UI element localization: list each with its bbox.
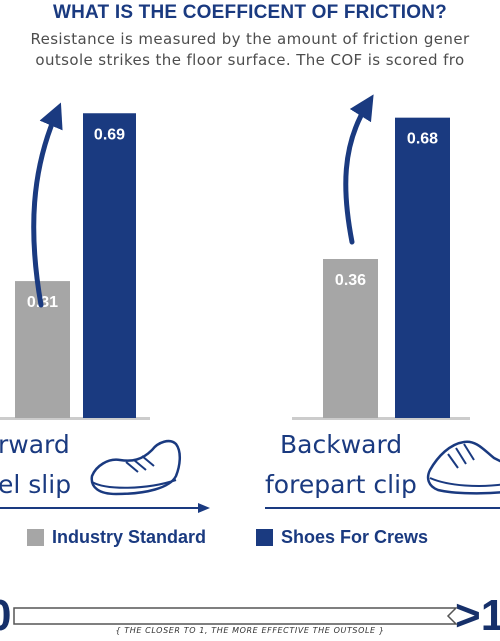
curved-arrow-icon	[31, 102, 63, 308]
scale-end-label: >1	[455, 591, 500, 640]
legend-swatch-crews	[256, 528, 273, 546]
category-underline-arrow	[0, 503, 500, 513]
sneaker-icon	[90, 439, 181, 496]
legend-label-crews: Shoes For Crews	[281, 526, 429, 547]
data-label: 0.69	[94, 126, 125, 143]
legend-industry-standard: Industry Standard	[27, 526, 206, 548]
scale-bar	[13, 607, 458, 625]
curved-arrow-icon	[343, 94, 374, 245]
data-label: 0.68	[407, 131, 438, 148]
legend-shoes-for-crews: Shoes For Crews	[256, 526, 428, 548]
bar-baseline	[0, 417, 150, 420]
legend-label-industry: Industry Standard	[52, 526, 207, 547]
subtitle-line-1: Resistance is measured by the amount of …	[30, 30, 470, 48]
category-label-right-2: forepart clip	[265, 470, 417, 499]
scale-note: { THE CLOSER TO 1, THE MORE EFFECTIVE TH…	[115, 626, 385, 635]
bar-crews-1	[395, 117, 450, 419]
category-label-left-1: rward	[0, 430, 70, 459]
bar-industry-1	[323, 259, 378, 418]
category-label-right-1: Backward	[280, 430, 403, 459]
bar-crews-0	[83, 113, 136, 418]
legend-swatch-industry	[27, 528, 44, 546]
bar-baseline	[292, 417, 470, 420]
bar-chart: 0.310.690.360.68	[0, 94, 470, 420]
page-title: WHAT IS THE COEFFICENT OF FRICTION?	[52, 2, 447, 23]
scale-start-label: 0	[0, 594, 11, 638]
category-label-left-2: el slip	[0, 470, 72, 499]
data-label: 0.36	[335, 272, 366, 289]
subtitle-line-2: outsole strikes the floor surface. The C…	[35, 51, 465, 69]
sneaker-icon	[426, 440, 500, 495]
